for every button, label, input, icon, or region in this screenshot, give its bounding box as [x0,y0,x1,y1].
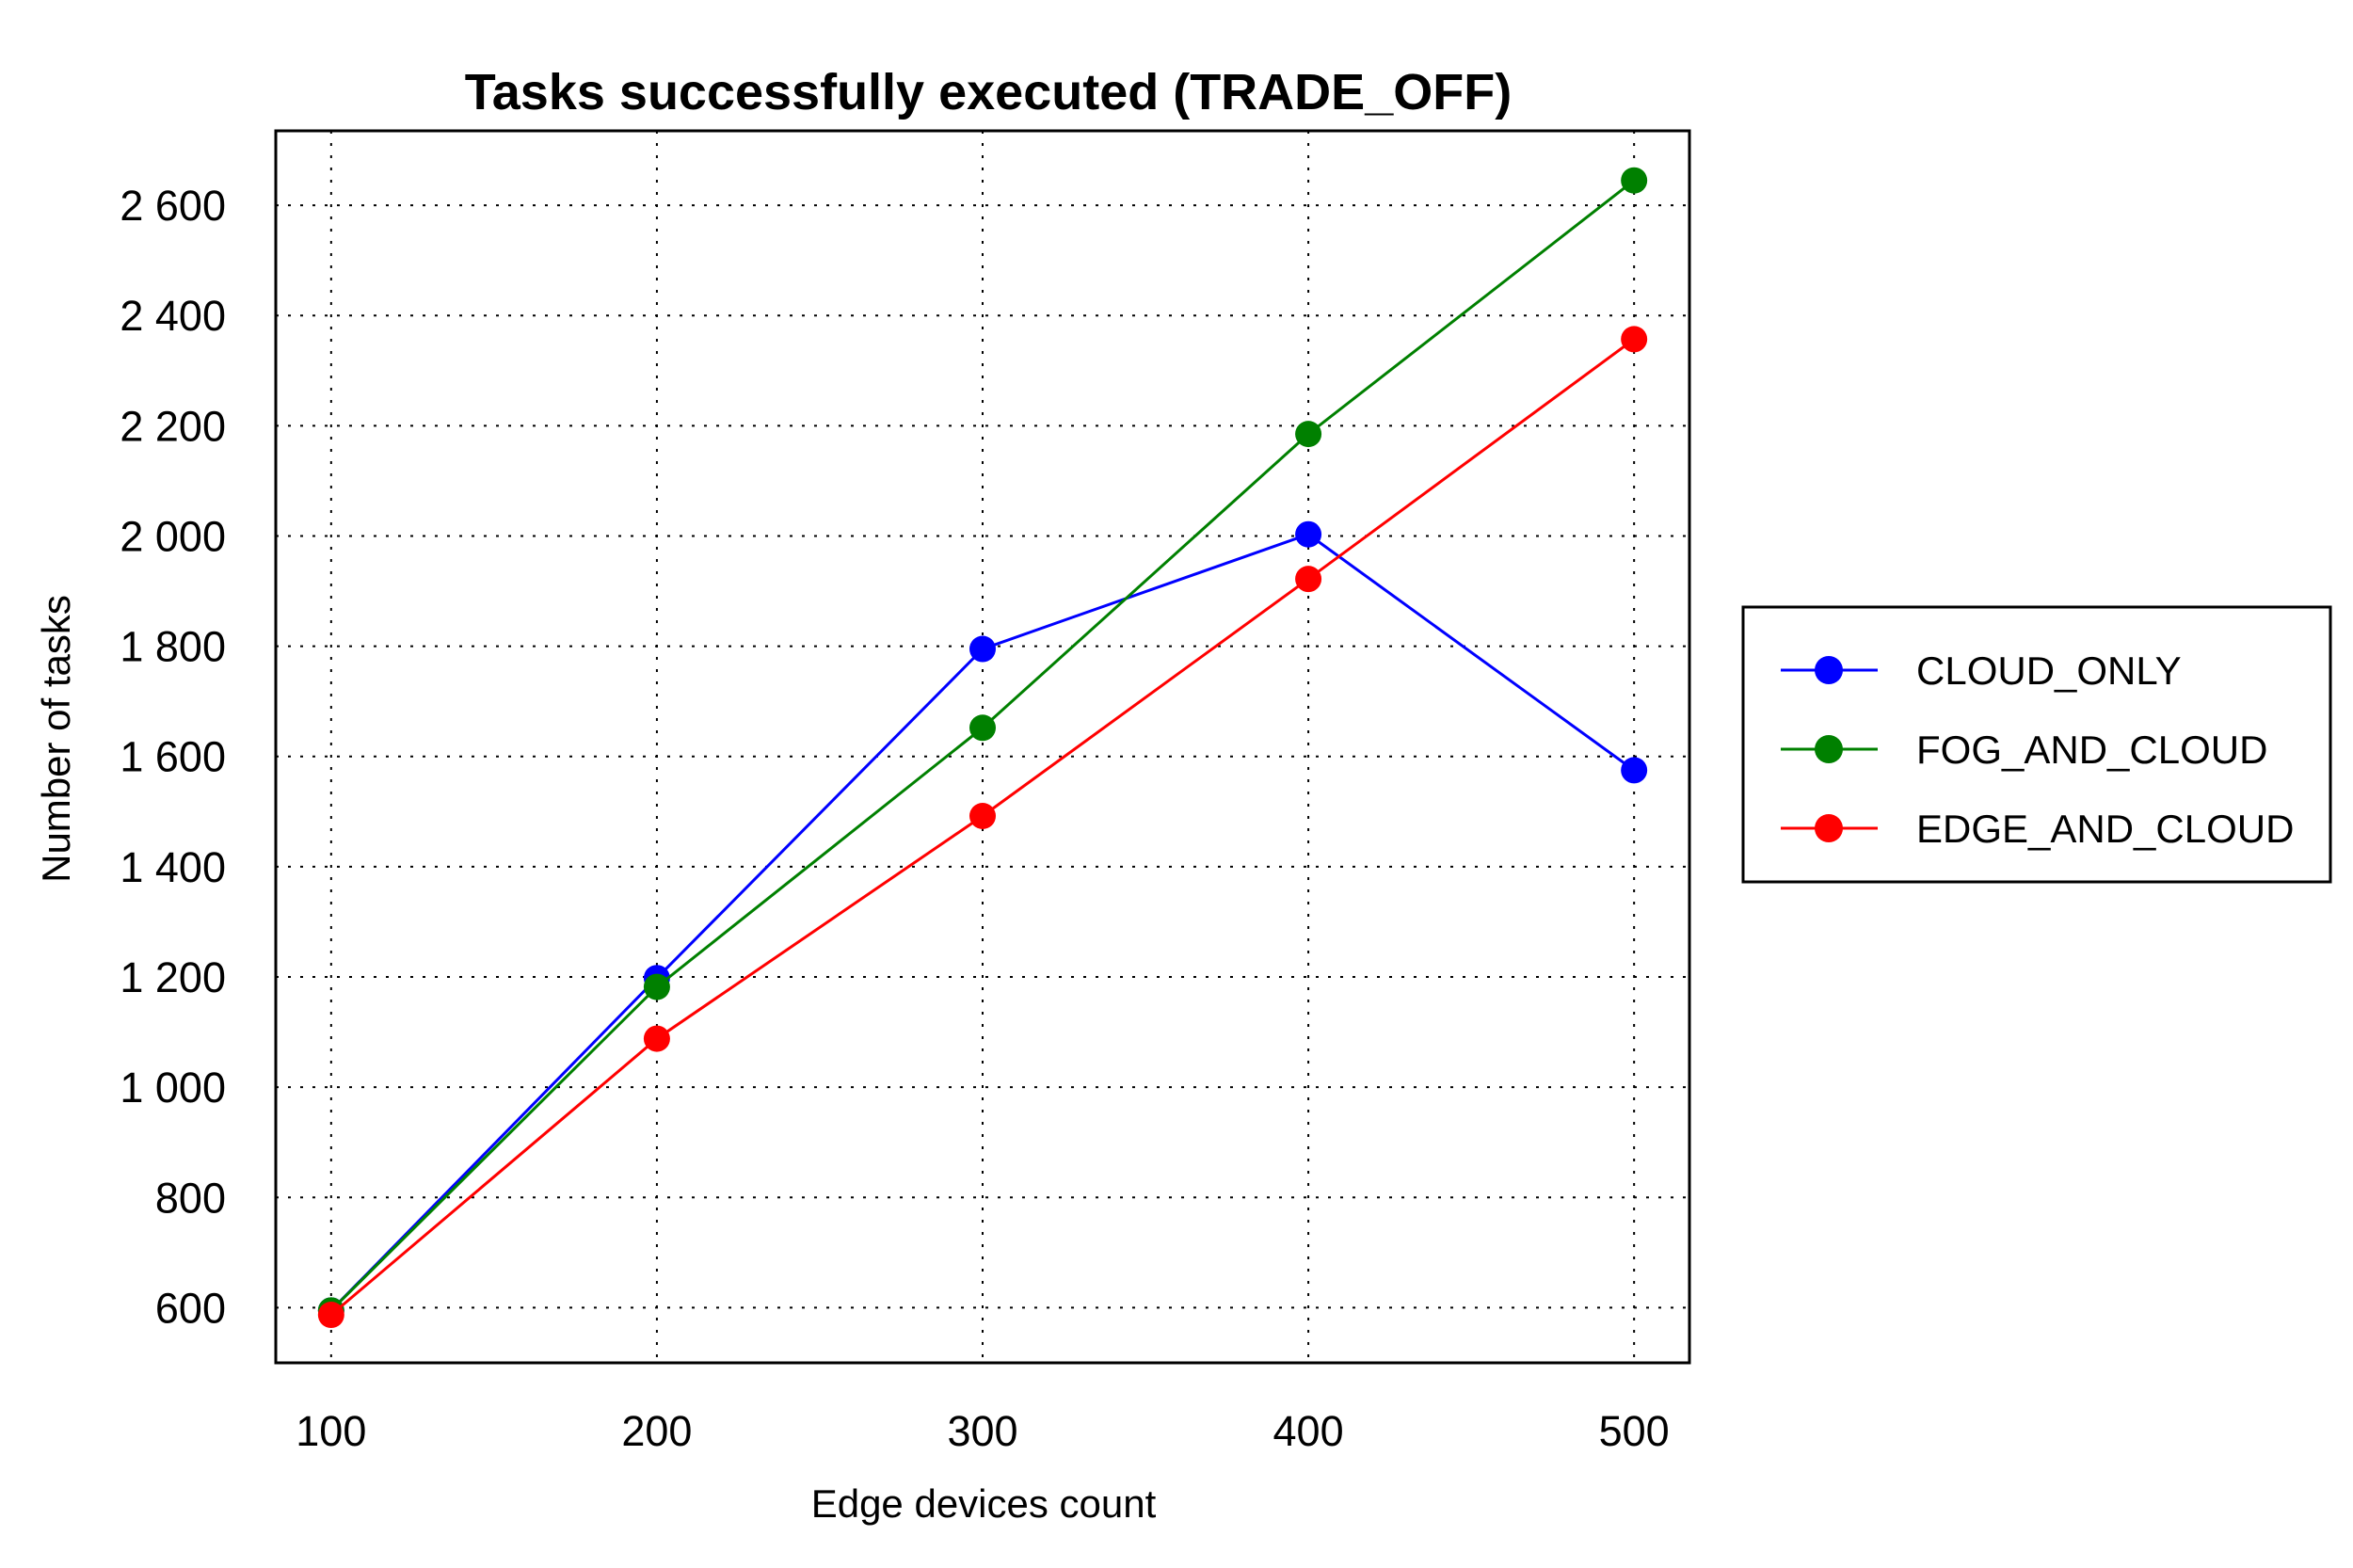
legend-item: FOG_AND_CLOUD [1781,728,2267,772]
data-point [1621,167,1648,194]
legend-label: CLOUD_ONLY [1916,648,2182,693]
y-tick-label: 1 400 [120,843,226,891]
y-tick-label: 2 600 [120,182,226,230]
legend-label: EDGE_AND_CLOUD [1916,807,2294,851]
y-axis: 600 800 1 000 1 200 1 400 1 600 1 800 2 000 2 20… [120,182,226,1332]
data-point [969,714,996,742]
legend-marker [1815,735,1843,763]
chart-title: Tasks successfully executed (TRADE_OFF) [465,64,1512,120]
series-layer [317,167,1648,1329]
x-axis: 100 200 300 400 500 [296,1407,1669,1455]
y-tick-label: 2 200 [120,402,226,450]
grid [276,131,1689,1363]
y-tick-label: 1 800 [120,623,226,671]
legend: CLOUD_ONLY FOG_AND_CLOUD EDGE_AND_CLOUD [1741,605,2332,884]
y-tick-label: 1 200 [120,953,226,1001]
x-tick-label: 300 [947,1407,1017,1455]
y-tick-label: 600 [155,1284,226,1332]
y-tick-label: 1 600 [120,733,226,781]
series-cloud-only [317,520,1648,1324]
data-point [969,803,996,830]
plot-frame [274,129,1691,1365]
x-tick-label: 200 [621,1407,692,1455]
data-point [317,1302,344,1329]
series-line [329,179,1636,1312]
data-point [643,973,670,1000]
legend-marker [1815,814,1843,842]
x-tick-label: 100 [296,1407,366,1455]
data-point [1621,757,1648,784]
y-tick-label: 2 000 [120,512,226,560]
y-tick-label: 800 [155,1174,226,1222]
series-edge-and-cloud [317,326,1648,1329]
y-tick-label: 2 400 [120,292,226,340]
data-point [1621,326,1648,353]
legend-label: FOG_AND_CLOUD [1916,728,2267,772]
data-point [1295,520,1322,548]
data-point [969,635,996,663]
legend-item: CLOUD_ONLY [1781,648,2182,693]
data-point [643,1025,670,1052]
x-axis-label: Edge devices count [811,1481,1157,1526]
legend-item: EDGE_AND_CLOUD [1781,807,2294,851]
legend-box [1741,605,2332,884]
legend-marker [1815,656,1843,684]
data-point [1295,566,1322,593]
y-axis-label: Number of tasks [34,595,78,883]
x-tick-label: 400 [1273,1407,1344,1455]
data-point [1295,421,1322,448]
x-tick-label: 500 [1599,1407,1670,1455]
y-tick-label: 1 000 [120,1064,226,1112]
